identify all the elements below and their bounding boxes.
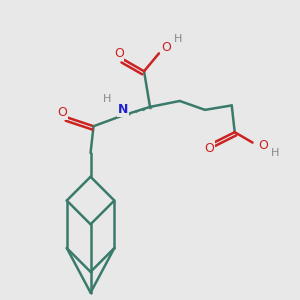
Text: O: O <box>258 139 268 152</box>
Text: O: O <box>114 47 124 60</box>
Text: O: O <box>205 142 214 155</box>
Text: O: O <box>57 106 67 119</box>
Text: H: H <box>271 148 279 158</box>
Text: H: H <box>103 94 111 104</box>
Text: N: N <box>118 103 128 116</box>
Text: O: O <box>161 41 171 54</box>
Text: H: H <box>174 34 182 44</box>
